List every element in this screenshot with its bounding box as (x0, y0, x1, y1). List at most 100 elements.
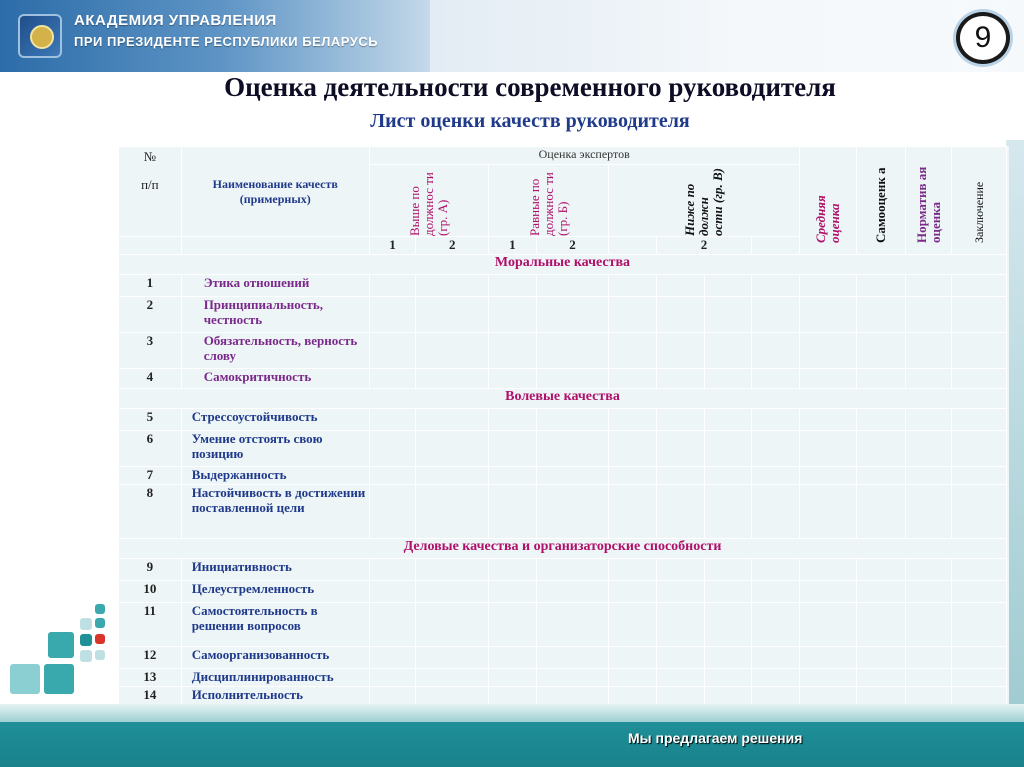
score-cell[interactable] (951, 646, 1007, 669)
score-cell[interactable] (904, 274, 953, 297)
score-cell[interactable] (856, 558, 906, 581)
score-cell[interactable] (488, 296, 537, 333)
score-cell[interactable] (655, 274, 705, 297)
score-cell[interactable] (415, 430, 490, 467)
score-cell[interactable] (751, 558, 800, 581)
score-cell[interactable] (951, 602, 1007, 647)
score-cell[interactable] (856, 296, 906, 333)
score-cell[interactable] (535, 296, 610, 333)
score-cell[interactable] (415, 332, 490, 369)
score-cell[interactable] (608, 646, 657, 669)
score-cell[interactable] (368, 332, 417, 369)
score-cell[interactable] (608, 368, 657, 389)
score-cell[interactable] (655, 408, 705, 431)
score-cell[interactable] (655, 430, 705, 467)
score-cell[interactable] (415, 602, 490, 647)
score-cell[interactable] (951, 668, 1007, 687)
score-cell[interactable] (535, 484, 610, 539)
score-cell[interactable] (751, 274, 800, 297)
score-cell[interactable] (655, 484, 705, 539)
score-cell[interactable] (703, 484, 753, 539)
score-cell[interactable] (535, 430, 610, 467)
score-cell[interactable] (488, 484, 537, 539)
score-cell[interactable] (608, 602, 657, 647)
score-cell[interactable] (856, 580, 906, 603)
score-cell[interactable] (904, 332, 953, 369)
score-cell[interactable] (608, 484, 657, 539)
score-cell[interactable] (798, 408, 858, 431)
score-cell[interactable] (488, 332, 537, 369)
score-cell[interactable] (703, 296, 753, 333)
score-cell[interactable] (608, 466, 657, 485)
score-cell[interactable] (798, 686, 858, 707)
score-cell[interactable] (904, 368, 953, 389)
score-cell[interactable] (488, 558, 537, 581)
score-cell[interactable] (535, 646, 610, 669)
score-cell[interactable] (798, 602, 858, 647)
score-cell[interactable] (798, 466, 858, 485)
score-cell[interactable] (368, 580, 417, 603)
score-cell[interactable] (904, 558, 953, 581)
score-cell[interactable] (951, 332, 1007, 369)
score-cell[interactable] (904, 686, 953, 707)
score-cell[interactable] (951, 430, 1007, 467)
score-cell[interactable] (368, 368, 417, 389)
score-cell[interactable] (488, 274, 537, 297)
score-cell[interactable] (798, 274, 858, 297)
score-cell[interactable] (751, 466, 800, 485)
score-cell[interactable] (535, 332, 610, 369)
score-cell[interactable] (415, 558, 490, 581)
score-cell[interactable] (368, 430, 417, 467)
score-cell[interactable] (655, 332, 705, 369)
score-cell[interactable] (608, 558, 657, 581)
score-cell[interactable] (951, 466, 1007, 485)
score-cell[interactable] (703, 466, 753, 485)
score-cell[interactable] (608, 332, 657, 369)
score-cell[interactable] (951, 368, 1007, 389)
score-cell[interactable] (751, 368, 800, 389)
score-cell[interactable] (703, 332, 753, 369)
score-cell[interactable] (608, 668, 657, 687)
score-cell[interactable] (415, 646, 490, 669)
score-cell[interactable] (368, 484, 417, 539)
score-cell[interactable] (751, 296, 800, 333)
score-cell[interactable] (798, 368, 858, 389)
score-cell[interactable] (751, 668, 800, 687)
score-cell[interactable] (488, 466, 537, 485)
score-cell[interactable] (535, 368, 610, 389)
score-cell[interactable] (608, 430, 657, 467)
score-cell[interactable] (798, 668, 858, 687)
score-cell[interactable] (415, 368, 490, 389)
score-cell[interactable] (856, 668, 906, 687)
score-cell[interactable] (415, 296, 490, 333)
score-cell[interactable] (904, 668, 953, 687)
score-cell[interactable] (951, 274, 1007, 297)
score-cell[interactable] (798, 430, 858, 467)
score-cell[interactable] (608, 408, 657, 431)
score-cell[interactable] (798, 646, 858, 669)
score-cell[interactable] (703, 274, 753, 297)
score-cell[interactable] (703, 580, 753, 603)
score-cell[interactable] (415, 668, 490, 687)
score-cell[interactable] (751, 646, 800, 669)
score-cell[interactable] (535, 668, 610, 687)
score-cell[interactable] (488, 668, 537, 687)
score-cell[interactable] (535, 580, 610, 603)
score-cell[interactable] (856, 602, 906, 647)
score-cell[interactable] (488, 602, 537, 647)
score-cell[interactable] (904, 296, 953, 333)
score-cell[interactable] (368, 558, 417, 581)
score-cell[interactable] (751, 580, 800, 603)
score-cell[interactable] (798, 296, 858, 333)
score-cell[interactable] (655, 558, 705, 581)
score-cell[interactable] (368, 466, 417, 485)
score-cell[interactable] (368, 296, 417, 333)
score-cell[interactable] (415, 274, 490, 297)
score-cell[interactable] (856, 466, 906, 485)
score-cell[interactable] (368, 602, 417, 647)
score-cell[interactable] (856, 332, 906, 369)
score-cell[interactable] (951, 484, 1007, 539)
score-cell[interactable] (655, 668, 705, 687)
score-cell[interactable] (904, 484, 953, 539)
score-cell[interactable] (535, 408, 610, 431)
